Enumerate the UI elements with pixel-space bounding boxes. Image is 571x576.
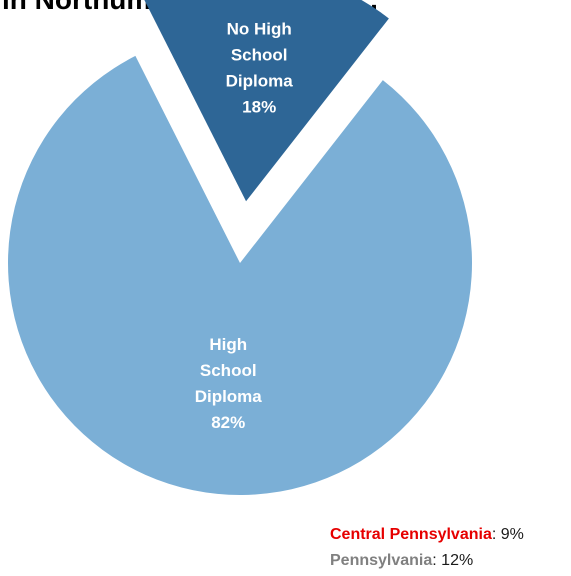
comparison-pennsylvania: Pennsylvania: 12% — [330, 552, 474, 569]
comparison-value: 12% — [441, 552, 474, 569]
label-no-high-school-diploma: No High School Diploma 18% — [226, 19, 294, 116]
slice-no-high-school-diploma — [144, 0, 389, 202]
comparison-name: Pennsylvania — [330, 552, 433, 569]
comparison-value: 9% — [500, 526, 524, 543]
comparison-central-pa: Central Pennsylvania: 9% — [330, 526, 524, 543]
comparison-name: Central Pennsylvania — [330, 526, 492, 543]
label-high-school-diploma: High School Diploma 82% — [195, 335, 263, 432]
slice-high-school-diploma — [7, 55, 472, 495]
labels-layer: High School Diploma 82% No High School Diploma… — [195, 19, 294, 432]
comparison-list: Central Pennsylvania: 9% Pennsylvania: 1… — [330, 522, 524, 574]
slices-layer — [7, 0, 472, 495]
